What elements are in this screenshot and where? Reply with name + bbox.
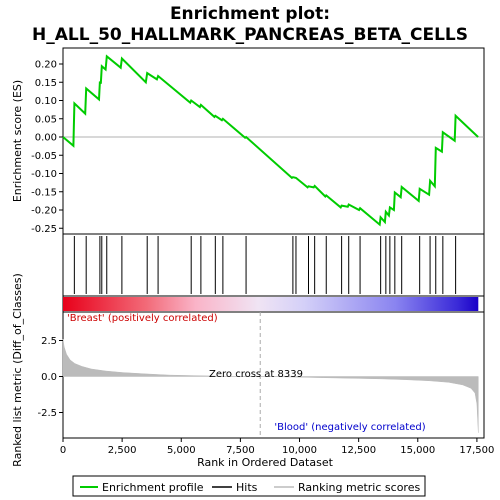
negative-class-label: 'Blood' (negatively correlated) (274, 422, 425, 433)
chart-title-line2: H_ALL_50_HALLMARK_PANCREAS_BETA_CELLS (32, 25, 468, 45)
es-y-tick-label: -0.05 (31, 151, 57, 162)
x-tick-label: 5,000 (167, 445, 196, 456)
zero-cross-label: Zero cross at 8339 (209, 369, 303, 380)
x-tick-label: 15,000 (400, 445, 435, 456)
x-axis-ticks: 0 2,500 5,000 7,500 10,000 12,500 15,000 17,500 (60, 438, 494, 456)
es-y-tick-label: 0.15 (35, 78, 57, 89)
metric-y-tick-label: 2.5 (41, 336, 57, 347)
hits-panel-frame (62, 233, 485, 297)
es-y-tick-label: 0.10 (35, 96, 57, 107)
es-y-tick-label: -0.15 (31, 187, 57, 198)
legend: Enrichment profile Hits Ranking metric s… (72, 475, 426, 497)
x-axis-label: Rank in Ordered Dataset (197, 456, 334, 469)
legend-hits-label: Hits (236, 481, 258, 494)
es-y-tick-label: 0.20 (35, 60, 57, 71)
es-panel-frame (62, 47, 485, 235)
es-y-tick-label: 0.00 (35, 133, 57, 144)
metric-y-ticks: -2.5 0.0 2.5 (37, 336, 63, 419)
legend-metric-label: Ranking metric scores (298, 481, 420, 494)
x-tick-label: 2,500 (108, 445, 137, 456)
hits-marks (73, 236, 457, 294)
x-tick-label: 10,000 (282, 445, 317, 456)
es-y-tick-label: -0.20 (31, 206, 57, 217)
es-y-tick-label: -0.10 (31, 169, 57, 180)
metric-y-axis-label: Ranked list metric (Diff_of_Classes) (11, 273, 24, 467)
es-y-tick-label: -0.25 (31, 224, 57, 235)
enrichment-profile-line (62, 54, 479, 227)
x-tick-label: 17,500 (459, 445, 494, 456)
hits-panel (62, 233, 485, 297)
metric-panel: -2.5 0.0 2.5 'Breast' (positively correlat… (37, 311, 485, 439)
es-y-axis-label: Enrichment score (ES) (11, 80, 24, 202)
es-panel: -0.25 -0.20 -0.15 -0.10 -0.05 0.00 0.05 0.10 0.1… (31, 47, 485, 235)
x-tick-label: 7,500 (226, 445, 255, 456)
metric-y-tick-label: -2.5 (37, 408, 57, 419)
chart-title-line1: Enrichment plot: (170, 4, 330, 24)
rank-colorbar-gradient (63, 297, 479, 311)
x-tick-label: 12,500 (341, 445, 376, 456)
legend-box (72, 475, 426, 497)
x-tick-label: 0 (60, 445, 66, 456)
metric-y-tick-label: 0.0 (41, 372, 57, 383)
es-y-ticks: -0.25 -0.20 -0.15 -0.10 -0.05 0.00 0.05 0.10 0.1… (31, 60, 63, 235)
es-y-tick-label: 0.05 (35, 114, 57, 125)
legend-enrichment-label: Enrichment profile (102, 481, 204, 494)
ranking-metric-area (62, 339, 479, 433)
rank-colorbar (62, 295, 485, 313)
positive-class-label: 'Breast' (positively correlated) (67, 313, 218, 324)
